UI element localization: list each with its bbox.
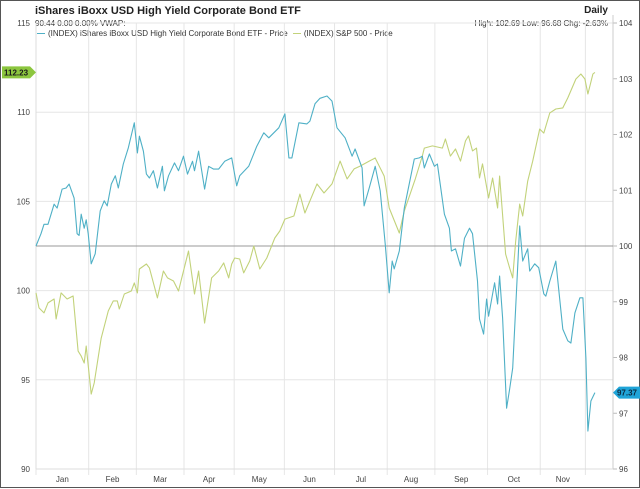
right-axis-tick-label: 98 <box>619 354 628 363</box>
legend-label-sp500: (INDEX) S&P 500 - Price <box>303 29 393 38</box>
right-axis-tick-label: 99 <box>619 298 628 307</box>
series-line-hyg <box>35 95 596 432</box>
left-axis-tick-label: 95 <box>21 376 30 385</box>
legend-item-hyg[interactable]: (INDEX) iShares iBoxx USD High Yield Cor… <box>37 29 288 38</box>
right-axis-tick-label: 103 <box>619 75 633 84</box>
right-axis-tick-label: 100 <box>619 242 633 251</box>
x-axis-month-label: Mar <box>153 475 167 484</box>
last-price-tag-sp500 <box>2 66 36 79</box>
legend-label-hyg: (INDEX) iShares iBoxx USD High Yield Cor… <box>48 29 288 38</box>
legend-item-sp500[interactable]: (INDEX) S&P 500 - Price <box>290 29 393 38</box>
right-axis-tick-label: 104 <box>619 19 633 28</box>
legend-swatch-sp500 <box>292 33 301 35</box>
right-axis-tick-label: 101 <box>619 186 633 195</box>
x-axis-month-label: Apr <box>203 475 216 484</box>
right-axis-tick-label: 97 <box>619 409 628 418</box>
x-axis-month-label: Jan <box>56 475 69 484</box>
series-line-sp500 <box>35 71 596 395</box>
right-axis-tick-label: 102 <box>619 131 633 140</box>
last-price-tag-hyg <box>613 386 640 399</box>
last-price-label-hyg: 97.37 <box>617 389 638 398</box>
legend-swatch-hyg <box>37 33 45 35</box>
left-axis-tick-label: 110 <box>17 108 30 117</box>
left-axis-tick-label: 115 <box>17 19 30 28</box>
left-axis-tick-label: 105 <box>17 197 31 206</box>
x-axis-month-label: Nov <box>556 475 570 484</box>
x-axis-month-label: May <box>252 475 267 484</box>
last-price-label-sp500: 112.23 <box>4 68 29 77</box>
left-axis-tick-label: 90 <box>21 465 30 474</box>
x-axis-month-label: Jul <box>356 475 366 484</box>
x-axis-month-label: Feb <box>106 475 120 484</box>
right-axis-tick-label: 96 <box>619 465 628 474</box>
chart-title: iShares iBoxx USD High Yield Corporate B… <box>35 5 301 17</box>
x-axis-month-label: Aug <box>404 475 418 484</box>
period-label[interactable]: Daily <box>584 5 608 16</box>
x-axis-month-label: Sep <box>454 475 469 484</box>
left-axis-tick-label: 100 <box>17 287 31 296</box>
x-axis-month-label: Oct <box>508 475 521 484</box>
legend: (INDEX) iShares iBoxx USD High Yield Cor… <box>37 29 393 38</box>
x-axis-month-label: Jun <box>303 475 316 484</box>
